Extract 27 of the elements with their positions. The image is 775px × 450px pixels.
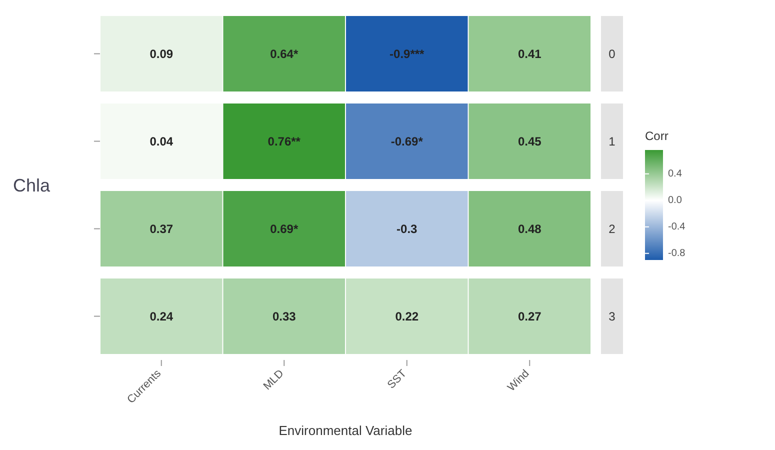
y2-tick-label: 1: [608, 134, 616, 148]
data-label: -0.69*: [390, 134, 424, 148]
data-label: 0.37: [150, 222, 174, 236]
data-label: -0.3: [396, 222, 418, 236]
data-label: 0.45: [518, 134, 542, 148]
y2-tick-label: 0: [608, 46, 616, 61]
data-label: 0.24: [150, 309, 174, 324]
data-label: -0.9***: [390, 46, 425, 61]
data-label: 0.22: [395, 309, 419, 324]
color-bar-label: -0.8: [668, 248, 686, 259]
data-label: 0.48: [518, 222, 542, 236]
data-label: 0.69*: [270, 222, 298, 236]
y2-tick-label: 3: [608, 309, 616, 324]
y-axis-title: Chla: [12, 175, 51, 196]
color-bar-label: -0.4: [668, 221, 686, 232]
y2-tick-label: 2: [608, 222, 616, 236]
color-bar-title: Corr: [645, 129, 668, 143]
color-bar-label: 0.4: [668, 168, 682, 180]
data-label: 0.41: [518, 46, 542, 61]
data-label: 0.64*: [270, 46, 298, 61]
data-label: 0.76**: [268, 134, 301, 148]
data-label: 0.09: [150, 46, 174, 61]
color-bar-label: 0.0: [668, 194, 682, 206]
x-axis-title: Environmental Variable: [278, 423, 412, 438]
data-label: 0.04: [150, 134, 174, 148]
data-label: 0.33: [272, 309, 296, 324]
data-label: 0.27: [518, 309, 542, 324]
